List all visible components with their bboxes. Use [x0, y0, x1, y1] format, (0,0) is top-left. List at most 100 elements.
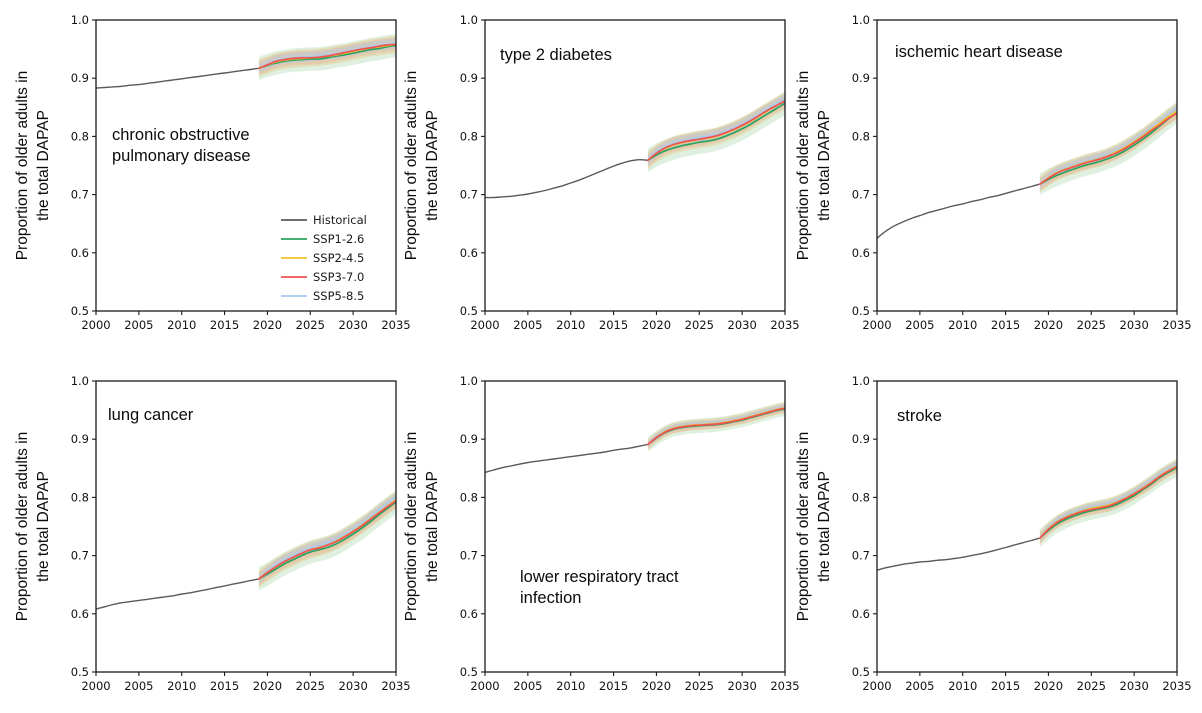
panel-title-type2-diabetes: type 2 diabetes	[500, 46, 612, 64]
uncertainty-band-SSP2-4.5	[647, 92, 785, 169]
x-tick-label: 2005	[124, 679, 153, 693]
panel-title-stroke: stroke	[897, 407, 942, 425]
x-tick-label: 2000	[862, 318, 891, 332]
y-tick-label: 0.6	[71, 246, 89, 260]
uncertainty-band-SSP3-7.0	[1039, 461, 1177, 544]
y-tick-label: 0.6	[852, 607, 870, 621]
x-tick-label: 2030	[339, 679, 368, 693]
x-tick-label: 2030	[1120, 679, 1149, 693]
uncertainty-band-SSP3-7.0	[647, 94, 785, 168]
x-tick-label: 2010	[948, 318, 977, 332]
plot-area-ischemic-heart-disease	[877, 101, 1177, 239]
y-tick-label: 0.9	[71, 432, 89, 446]
historical-line	[877, 183, 1041, 239]
x-tick-label: 2030	[728, 318, 757, 332]
axes-spines	[484, 19, 786, 312]
x-tick-label: 2000	[470, 679, 499, 693]
x-tick-label: 2010	[556, 679, 585, 693]
axes-spines	[484, 380, 786, 673]
y-axis-label: Proportion of older adults in the total D…	[14, 71, 52, 261]
x-tick-label: 2035	[381, 679, 410, 693]
scenario-line-SSP3-7.0	[1039, 112, 1177, 185]
scenario-line-SSP1-2.6	[647, 102, 785, 162]
x-tick-label: 2005	[905, 679, 934, 693]
uncertainty-band-SSP3-7.0	[258, 494, 396, 586]
y-tick-label: 0.6	[460, 607, 478, 621]
x-tick-label: 2035	[1162, 318, 1191, 332]
uncertainty-band-SSP5-8.5	[1039, 461, 1177, 542]
x-tick-label: 2025	[1077, 679, 1106, 693]
x-tick-label: 2035	[770, 679, 799, 693]
y-tick-label: 0.9	[852, 432, 870, 446]
x-tick-label: 2015	[599, 679, 628, 693]
legend-label-SSP3-7.0: SSP3-7.0	[313, 270, 364, 284]
y-tick-label: 1.0	[71, 13, 89, 27]
y-tick-label: 0.7	[71, 549, 89, 563]
x-tick-label: 2025	[296, 679, 325, 693]
x-tick-label: 2015	[991, 679, 1020, 693]
y-tick-label: 0.5	[852, 304, 870, 318]
x-tick-label: 2000	[470, 318, 499, 332]
scenario-line-SSP1-2.6	[258, 501, 396, 580]
y-axis-label: Proportion of older adults in the total D…	[403, 432, 441, 622]
y-tick-label: 0.8	[852, 129, 870, 143]
y-axis-label: Proportion of older adults in the total D…	[14, 432, 52, 622]
y-tick-label: 0.9	[852, 71, 870, 85]
x-tick-label: 2020	[642, 318, 671, 332]
axes-spines	[876, 19, 1178, 312]
historical-line	[877, 537, 1041, 571]
plot-area-lung-cancer	[96, 490, 396, 610]
x-tick-label: 2015	[991, 318, 1020, 332]
y-tick-label: 0.8	[460, 490, 478, 504]
x-tick-label: 2005	[905, 318, 934, 332]
y-tick-label: 0.6	[71, 607, 89, 621]
y-tick-label: 0.9	[460, 71, 478, 85]
scenario-line-SSP5-8.5	[1039, 108, 1177, 185]
legend: Historical SSP1-2.6 SSP2-4.5 SSP3-7.0 SSP5-8…	[281, 213, 367, 303]
x-tick-label: 2020	[1034, 679, 1063, 693]
y-tick-label: 0.7	[460, 188, 478, 202]
x-tick-label: 2010	[167, 679, 196, 693]
legend-label-SSP1-2.6: SSP1-2.6	[313, 232, 364, 246]
plot-area-type2-diabetes	[485, 91, 785, 199]
x-tick-label: 2005	[513, 679, 542, 693]
x-tick-label: 2035	[381, 318, 410, 332]
legend-label-SSP2-4.5: SSP2-4.5	[313, 251, 364, 265]
scenario-line-SSP3-7.0	[258, 500, 396, 580]
x-tick-label: 2030	[339, 318, 368, 332]
scenario-line-SSP3-7.0	[647, 100, 785, 162]
uncertainty-band-SSP2-4.5	[647, 402, 785, 450]
y-tick-label: 0.8	[852, 490, 870, 504]
scenario-line-SSP5-8.5	[1039, 463, 1177, 539]
y-tick-label: 0.8	[71, 490, 89, 504]
panel-title-ischemic-heart-disease: ischemic heart disease	[895, 43, 1063, 61]
x-tick-label: 2025	[296, 318, 325, 332]
historical-line	[96, 67, 259, 89]
y-tick-label: 0.7	[852, 549, 870, 563]
panel-title-lower-respiratory-tract-infection: lower respiratory tract infection	[520, 568, 679, 607]
uncertainty-band-SSP1-2.6	[258, 490, 396, 591]
uncertainty-band-SSP1-2.6	[1039, 101, 1177, 195]
panel-title-copd: chronic obstructive pulmonary disease	[112, 126, 251, 165]
panel-copd: 2000 2005 2010 2015 2020 2025 2030 2035 0.5 0.6 0.…	[14, 13, 411, 332]
y-tick-label: 1.0	[460, 374, 478, 388]
uncertainty-band-SSP5-8.5	[258, 492, 396, 584]
x-tick-label: 2025	[685, 318, 714, 332]
plot-area-stroke	[877, 458, 1177, 571]
y-tick-label: 0.6	[460, 246, 478, 260]
scenario-line-SSP1-2.6	[1039, 111, 1177, 185]
y-tick-label: 1.0	[852, 374, 870, 388]
y-tick-label: 0.7	[460, 549, 478, 563]
x-tick-label: 2010	[948, 679, 977, 693]
uncertainty-band-SSP2-4.5	[258, 491, 396, 588]
x-tick-label: 2000	[81, 318, 110, 332]
y-tick-label: 0.9	[71, 71, 89, 85]
x-tick-label: 2000	[862, 679, 891, 693]
y-tick-label: 0.5	[460, 665, 478, 679]
panel-type2-diabetes: 2000 2005 2010 2015 2020 2025 2030 2035 0.5 0.6 0.…	[403, 13, 800, 332]
historical-line	[96, 578, 260, 610]
y-tick-label: 1.0	[71, 374, 89, 388]
y-tick-label: 0.5	[71, 665, 89, 679]
